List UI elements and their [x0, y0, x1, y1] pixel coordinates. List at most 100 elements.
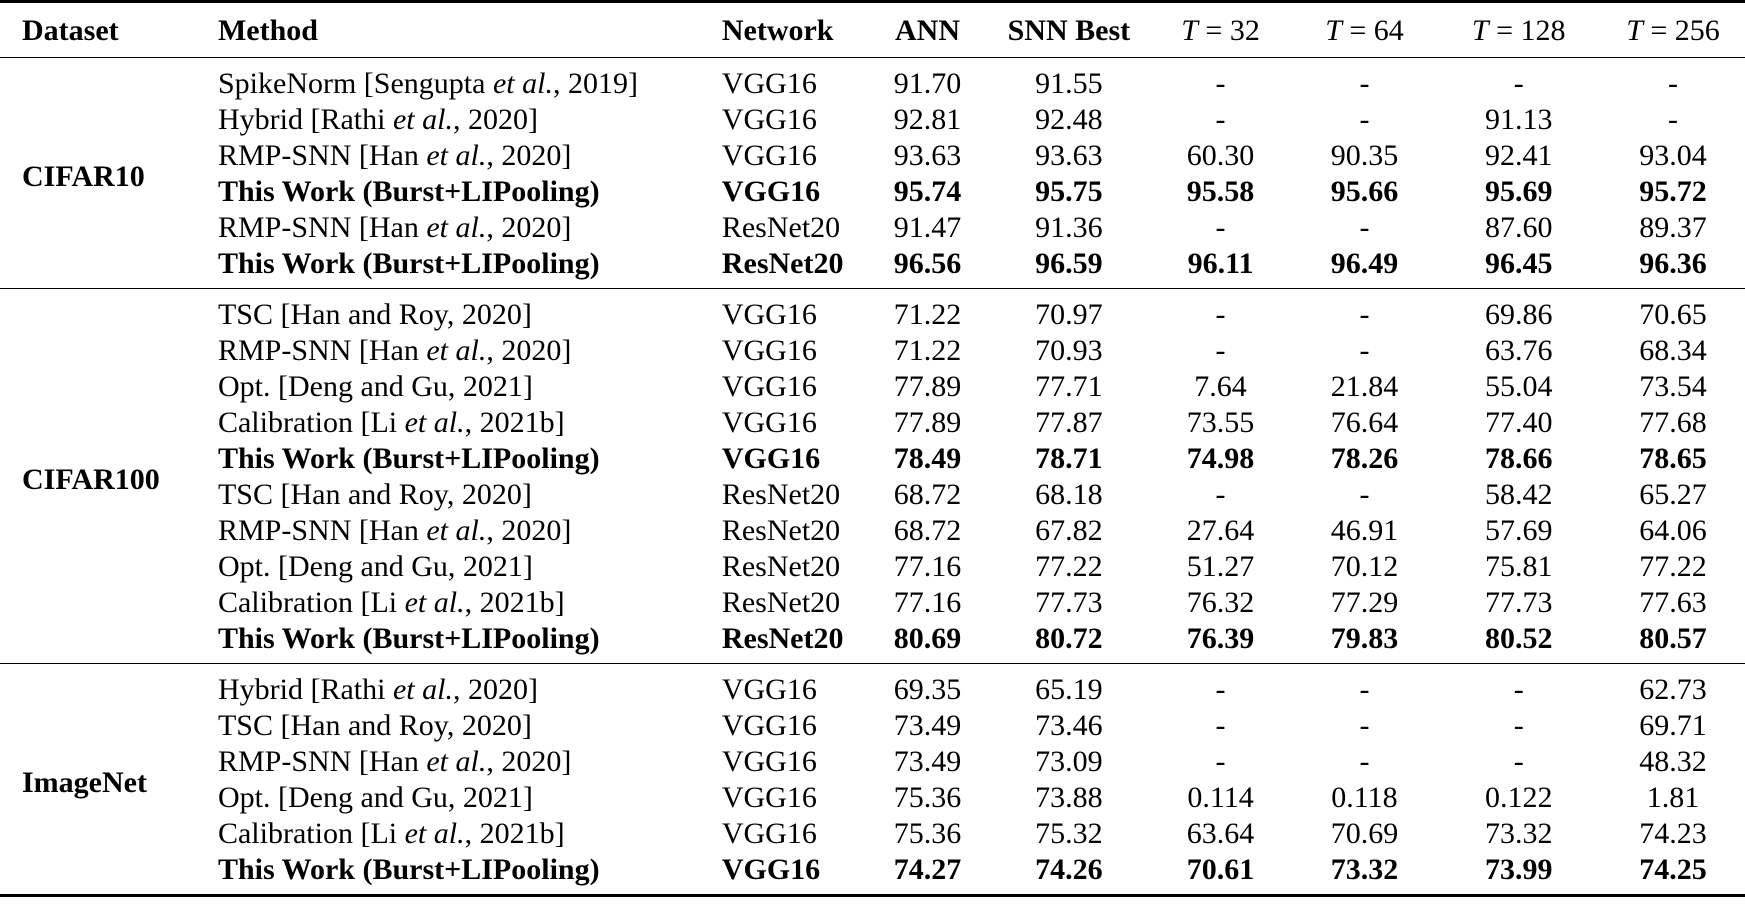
method-name: RMP-SNN [Han [217, 139, 427, 172]
method-citation-year: , 2020] [486, 334, 572, 367]
snn-best-cell: 67.82 [1035, 514, 1103, 547]
snn-best-cell: 77.71 [1035, 370, 1103, 403]
t64-cell: 21.84 [1330, 370, 1399, 403]
t32-cell: 96.11 [1187, 247, 1254, 280]
ann-cell: 77.89 [893, 406, 962, 439]
t128-cell: 87.60 [1484, 211, 1553, 244]
method-cell: Calibration [Li et al., 2021b] [218, 816, 722, 852]
method-name: Calibration [Li [217, 406, 405, 439]
header-t256-op: = [1642, 14, 1675, 47]
t128-cell: 0.122 [1484, 781, 1553, 814]
header-t128: T = 128 [1436, 2, 1601, 58]
t64-cell: 73.32 [1330, 853, 1399, 886]
t128-cell: - [1513, 709, 1524, 742]
ann-cell: 75.36 [893, 817, 962, 850]
table-row: Opt. [Deng and Gu, 2021] ResNet20 77.16 77.… [0, 549, 1745, 585]
table-row: Calibration [Li et al., 2021b] ResNet20 77… [0, 585, 1745, 621]
ann-cell: 95.74 [893, 175, 962, 208]
ann-cell: 77.89 [893, 370, 962, 403]
method-name: SpikeNorm [Sengupta [217, 67, 493, 100]
method-cell: TSC [Han and Roy, 2020] [218, 708, 722, 744]
t32-cell: 0.114 [1187, 781, 1254, 814]
snn-best-cell: 73.88 [1035, 781, 1103, 814]
method-citation-year: , 2021b] [464, 817, 565, 850]
table-row: This Work (Burst+LIPooling) ResNet20 96.56… [0, 246, 1745, 289]
method-cell: Hybrid [Rathi et al., 2020] [218, 664, 722, 709]
snn-best-cell: 73.46 [1035, 709, 1103, 742]
table-row: This Work (Burst+LIPooling) ResNet20 80.69… [0, 621, 1745, 664]
t128-cell: 92.41 [1484, 139, 1553, 172]
method-name: RMP-SNN [Han [217, 334, 427, 367]
ann-cell: 92.81 [893, 103, 962, 136]
table-row: Opt. [Deng and Gu, 2021] VGG16 75.36 73.88 0… [0, 780, 1745, 816]
method-cell: RMP-SNN [Han et al., 2020] [218, 210, 722, 246]
t32-cell: - [1215, 298, 1226, 331]
method-cell: Opt. [Deng and Gu, 2021] [218, 549, 722, 585]
network-cell: VGG16 [721, 745, 817, 778]
t128-cell: - [1513, 673, 1524, 706]
method-name: TSC [Han and Roy, 2020] [217, 298, 532, 331]
t128-cell: 75.81 [1484, 550, 1553, 583]
ann-cell: 77.16 [893, 586, 962, 619]
ann-cell: 80.69 [893, 622, 962, 655]
t64-cell: - [1359, 211, 1370, 244]
header-ann: ANN [894, 14, 960, 47]
method-name: TSC [Han and Roy, 2020] [217, 709, 532, 742]
ann-cell: 73.49 [893, 709, 962, 742]
t64-cell: 78.26 [1330, 442, 1399, 475]
table-row: This Work (Burst+LIPooling) VGG16 74.27 74.… [0, 852, 1745, 896]
method-etal: et al. [426, 139, 487, 172]
t64-cell: 76.64 [1330, 406, 1399, 439]
method-etal: et al. [392, 673, 453, 706]
t64-cell: - [1359, 334, 1370, 367]
network-cell: VGG16 [721, 370, 817, 403]
network-cell: VGG16 [721, 709, 817, 742]
t128-cell: 58.42 [1484, 478, 1553, 511]
t256-cell: 77.68 [1639, 406, 1707, 439]
header-network: Network [721, 14, 834, 47]
t64-cell: 46.91 [1330, 514, 1399, 547]
snn-best-cell: 74.26 [1035, 853, 1103, 886]
t64-cell: 77.29 [1330, 586, 1399, 619]
t32-cell: 74.98 [1186, 442, 1255, 475]
header-t32-var: T [1181, 14, 1198, 47]
t32-cell: - [1215, 673, 1226, 706]
table-row: This Work (Burst+LIPooling) VGG16 95.74 95.… [0, 174, 1745, 210]
network-cell: VGG16 [721, 853, 821, 886]
method-cell: Calibration [Li et al., 2021b] [218, 405, 722, 441]
method-citation-year: , 2020] [486, 211, 572, 244]
method-cell: This Work (Burst+LIPooling) [218, 246, 722, 289]
snn-best-cell: 65.19 [1035, 673, 1103, 706]
t256-cell: 64.06 [1639, 514, 1707, 547]
method-cell: This Work (Burst+LIPooling) [218, 441, 722, 477]
method-citation-year: , 2021b] [464, 406, 565, 439]
t32-cell: - [1215, 67, 1226, 100]
t256-cell: - [1667, 67, 1678, 100]
header-t128-op: = [1488, 14, 1521, 47]
header-t256: T = 256 [1601, 2, 1745, 58]
method-cell: Hybrid [Rathi et al., 2020] [218, 102, 722, 138]
t256-cell: 74.25 [1639, 853, 1707, 886]
ann-cell: 68.72 [893, 514, 962, 547]
t32-cell: 73.55 [1186, 406, 1255, 439]
t256-cell: 68.34 [1639, 334, 1707, 367]
t256-cell: 74.23 [1639, 817, 1707, 850]
t256-cell: 89.37 [1639, 211, 1707, 244]
header-dataset: Dataset [22, 14, 119, 47]
table-row: Hybrid [Rathi et al., 2020] VGG16 92.81 92.… [0, 102, 1745, 138]
t64-cell: 96.49 [1330, 247, 1399, 280]
network-cell: VGG16 [721, 139, 817, 172]
t256-cell: 96.36 [1639, 247, 1707, 280]
header-t128-var: T [1471, 14, 1489, 47]
t256-cell: 77.63 [1639, 586, 1707, 619]
network-cell: VGG16 [721, 175, 821, 208]
method-cell: RMP-SNN [Han et al., 2020] [218, 333, 722, 369]
method-etal: et al. [404, 406, 465, 439]
method-citation-year: , 2020] [486, 139, 572, 172]
t256-cell: 77.22 [1639, 550, 1707, 583]
method-etal: et al. [426, 334, 487, 367]
ann-cell: 75.36 [893, 781, 962, 814]
method-cell: TSC [Han and Roy, 2020] [218, 477, 722, 513]
snn-best-cell: 80.72 [1035, 622, 1103, 655]
t32-cell: - [1215, 709, 1226, 742]
